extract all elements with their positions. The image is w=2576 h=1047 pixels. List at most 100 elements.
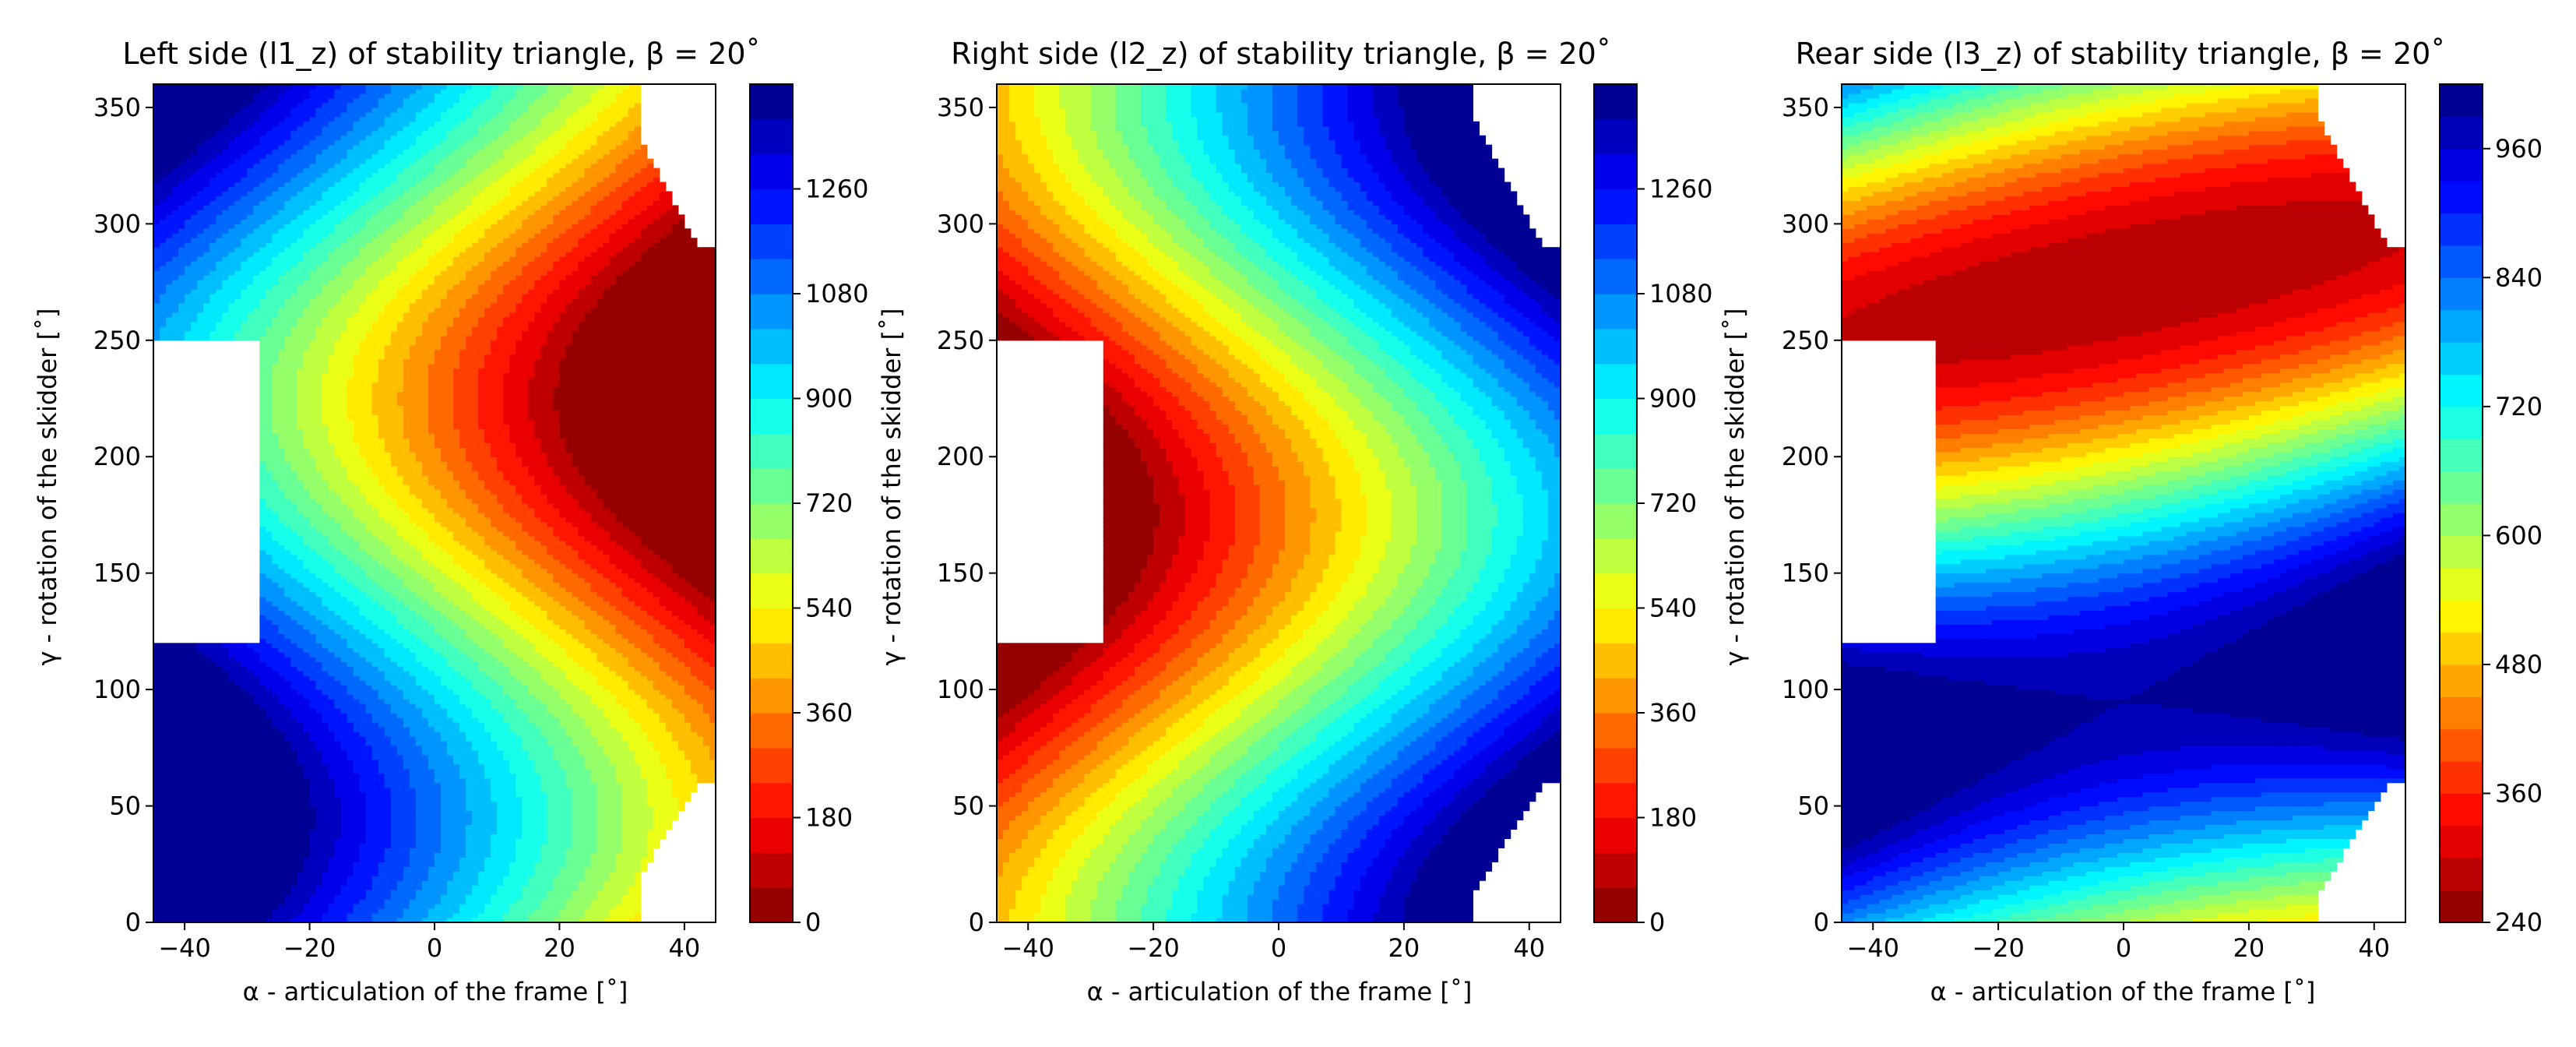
contour-cell — [640, 796, 648, 802]
contour-cell — [578, 657, 586, 662]
contour-cell — [659, 806, 667, 812]
contour-cell — [371, 834, 379, 839]
contour-cell — [309, 829, 317, 835]
contour-cell — [334, 740, 342, 746]
contour-cell — [596, 820, 604, 826]
contour-cell — [340, 857, 348, 862]
contour-cell — [472, 763, 479, 770]
contour-cell — [247, 647, 254, 653]
contour-cell — [559, 666, 567, 672]
contour-cell — [334, 894, 342, 900]
contour-cell — [228, 782, 235, 788]
contour-cell — [702, 768, 710, 774]
contour-cell — [516, 913, 523, 918]
contour-cell — [390, 890, 398, 895]
contour-cell — [671, 713, 679, 718]
contour-cell — [421, 652, 429, 657]
contour-cell — [528, 749, 535, 756]
contour-cell — [447, 904, 454, 909]
contour-cell — [615, 777, 623, 784]
contour-cell — [553, 876, 561, 881]
contour-cell — [365, 834, 373, 839]
contour-cell — [659, 703, 667, 709]
contour-cell — [415, 862, 423, 867]
contour-cell — [390, 726, 398, 732]
contour-cell — [328, 871, 336, 876]
contour-cell — [609, 852, 617, 858]
contour-cell — [522, 801, 529, 807]
contour-cell — [315, 787, 323, 793]
contour-cell — [297, 848, 304, 853]
contour-cell — [253, 685, 260, 690]
contour-cell — [640, 703, 648, 709]
contour-cell — [241, 885, 248, 890]
contour-cell — [466, 796, 473, 802]
contour-cell — [415, 815, 423, 821]
contour-cell — [347, 782, 354, 788]
contour-cell — [646, 749, 654, 756]
contour-cell — [621, 763, 629, 770]
contour-cell — [472, 782, 479, 788]
contour-cell — [384, 801, 392, 807]
contour-cell — [702, 745, 710, 751]
contour-cell — [203, 787, 210, 793]
contour-cell — [628, 806, 635, 812]
contour-cell — [503, 885, 510, 890]
contour-cell — [153, 731, 160, 737]
contour-cell — [472, 694, 479, 700]
contour-cell — [621, 796, 629, 802]
contour-cell — [378, 777, 385, 784]
contour-cell — [241, 820, 248, 826]
contour-cell — [671, 657, 679, 662]
contour-cell — [447, 890, 454, 895]
contour-cell — [615, 680, 623, 686]
contour-cell — [347, 894, 354, 900]
contour-cell — [396, 908, 404, 914]
contour-cell — [472, 777, 479, 784]
contour-cell — [247, 787, 254, 793]
contour-cell — [478, 885, 485, 890]
contour-cell — [315, 815, 323, 821]
contour-cell — [259, 848, 266, 853]
contour-cell — [241, 866, 248, 872]
contour-cell — [272, 918, 280, 923]
contour-cell — [415, 685, 423, 690]
contour-cell — [596, 866, 604, 872]
contour-cell — [435, 731, 442, 737]
contour-cell — [572, 745, 579, 751]
contour-cell — [185, 862, 192, 867]
contour-cell — [634, 721, 642, 728]
contour-cell — [547, 735, 554, 742]
contour-cell — [578, 866, 586, 872]
contour-cell — [247, 857, 254, 862]
contour-cell — [234, 787, 241, 793]
contour-cell — [278, 838, 286, 844]
contour-cell — [516, 843, 523, 848]
contour-cell — [615, 810, 623, 816]
contour-cell — [590, 782, 598, 788]
contour-cell — [628, 913, 635, 918]
contour-cell — [596, 801, 604, 807]
contour-cell — [677, 731, 685, 737]
contour-cell — [216, 731, 223, 737]
contour-cell — [441, 787, 448, 793]
contour-cell — [497, 796, 504, 802]
contour-cell — [435, 657, 442, 662]
contour-cell — [516, 871, 523, 876]
contour-cell — [328, 754, 336, 760]
contour-cell — [259, 675, 266, 681]
contour-cell — [272, 806, 280, 812]
contour-cell — [609, 876, 617, 881]
contour-cell — [628, 787, 635, 793]
contour-cell — [191, 759, 198, 765]
contour-cell — [315, 652, 323, 657]
contour-cell — [659, 675, 667, 681]
contour-cell — [415, 657, 423, 662]
contour-cell — [615, 661, 623, 667]
contour-cell — [378, 661, 385, 667]
contour-cell — [365, 894, 373, 900]
contour-cell — [441, 908, 448, 914]
contour-cell — [503, 726, 510, 732]
contour-cell — [690, 773, 698, 779]
contour-cell — [384, 754, 392, 760]
